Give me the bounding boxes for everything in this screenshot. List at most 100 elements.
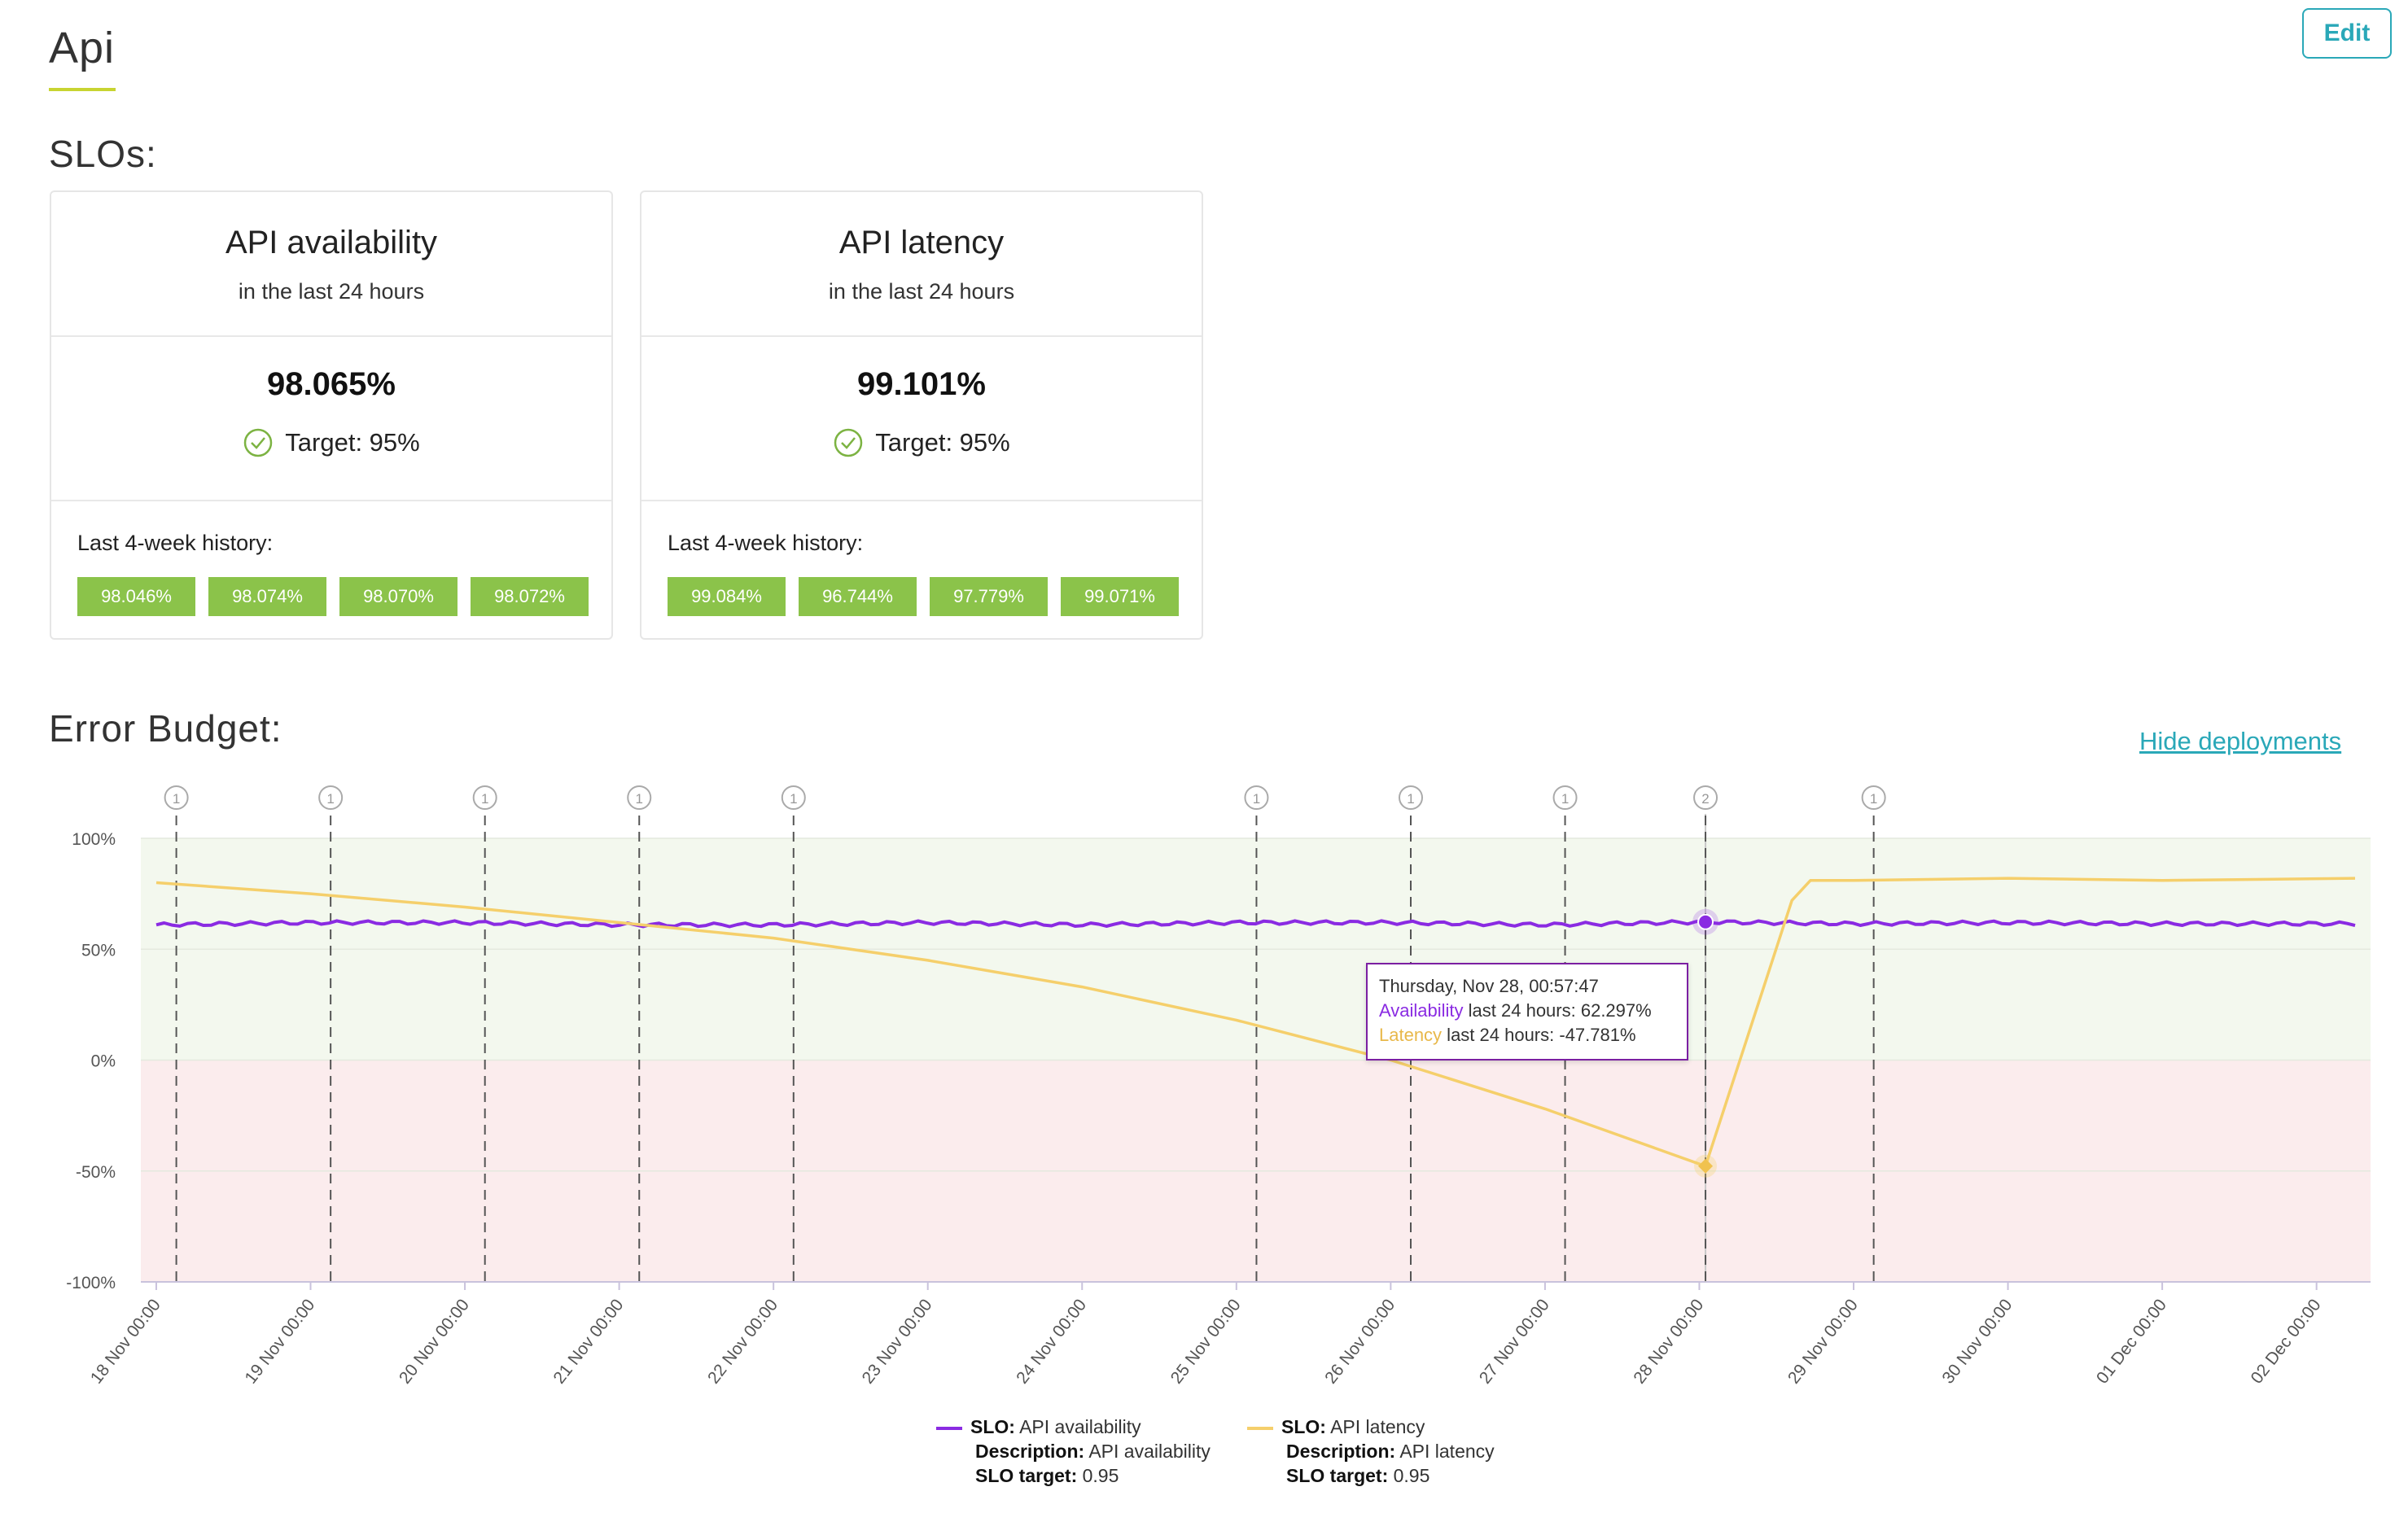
x-tick-label: 29 Nov 00:00 (1784, 1296, 1862, 1388)
legend-slo-name: API availability (1019, 1416, 1141, 1437)
error-budget-chart[interactable]: 100% 50% 0% -50% -100% 18 Nov 00:00 19 Nov 00:… (0, 781, 2408, 1400)
deployment-count: 1 (1870, 791, 1877, 807)
legend-slo-name: API latency (1330, 1416, 1425, 1437)
history-label: Last 4-week history: (668, 531, 864, 555)
legend-desc: API availability (1088, 1441, 1211, 1462)
legend-swatch (936, 1426, 962, 1430)
slo-target-text: Target: 95% (875, 428, 1010, 457)
legend-desc-label: Description: (975, 1441, 1085, 1462)
history-chip[interactable]: 99.071% (1061, 577, 1179, 616)
deployment-badge[interactable] (1861, 785, 1886, 810)
y-tick-label: 100% (72, 830, 116, 849)
slo-target-text: Target: 95% (285, 428, 420, 457)
tooltip-availability-value: last 24 hours: 62.297% (1463, 1000, 1652, 1021)
history-chips: 98.046% 98.074% 98.070% 98.072% (77, 577, 611, 616)
legend-target-label: SLO target: (975, 1465, 1078, 1486)
tooltip-availability-name: Availability (1379, 1000, 1464, 1021)
history-chip[interactable]: 98.074% (208, 577, 326, 616)
x-tick-label: 27 Nov 00:00 (1476, 1296, 1553, 1388)
deployment-count: 1 (1253, 791, 1260, 807)
history-chips: 99.084% 96.744% 97.779% 99.071% (668, 577, 1202, 616)
legend-slo-label: SLO: (970, 1416, 1015, 1437)
deployment-badge[interactable] (781, 785, 806, 810)
deployment-count: 1 (173, 791, 180, 807)
x-tick-label: 01 Dec 00:00 (2093, 1296, 2170, 1388)
history-chip[interactable]: 96.744% (799, 577, 917, 616)
deployment-badge[interactable] (164, 785, 189, 810)
chart-tooltip: Thursday, Nov 28, 00:57:47 Availability … (1366, 963, 1688, 1061)
deployment-badge[interactable] (1244, 785, 1269, 810)
deployment-badge[interactable] (318, 785, 344, 810)
deployment-count: 1 (326, 791, 334, 807)
slo-card-availability: API availability in the last 24 hours 98… (50, 190, 613, 640)
x-tick-label: 21 Nov 00:00 (550, 1296, 628, 1388)
history-chip[interactable]: 99.084% (668, 577, 786, 616)
y-tick-label: 0% (91, 1052, 116, 1071)
hide-deployments-link[interactable]: Hide deployments (2139, 727, 2342, 755)
x-tick-label: 20 Nov 00:00 (396, 1296, 473, 1388)
x-tick-label: 22 Nov 00:00 (704, 1296, 782, 1388)
x-tick-label: 28 Nov 00:00 (1630, 1296, 1707, 1388)
slo-value: 99.101% (857, 366, 986, 402)
legend-desc: API latency (1399, 1441, 1495, 1462)
history-chip[interactable]: 98.070% (339, 577, 458, 616)
slo-target: Target: 95% (51, 427, 611, 458)
deployment-count: 1 (636, 791, 643, 807)
legend-slo-label: SLO: (1281, 1416, 1326, 1437)
history-label: Last 4-week history: (77, 531, 274, 555)
legend-target: 0.95 (1393, 1465, 1430, 1486)
check-circle-icon (834, 428, 863, 457)
error-budget-title: Error Budget: (49, 707, 282, 750)
x-tick-label: 26 Nov 00:00 (1321, 1296, 1399, 1388)
deployment-badge[interactable] (627, 785, 652, 810)
tooltip-latency-name: Latency (1379, 1025, 1443, 1045)
edit-button[interactable]: Edit (2302, 8, 2392, 59)
slo-card-latency: API latency in the last 24 hours 99.101%… (640, 190, 1203, 640)
hover-point-availability[interactable] (1697, 913, 1714, 930)
legend-target: 0.95 (1082, 1465, 1119, 1486)
hover-point-latency[interactable] (1698, 1158, 1714, 1174)
deployment-badge[interactable] (472, 785, 497, 810)
x-tick-label: 25 Nov 00:00 (1167, 1296, 1245, 1388)
deployment-badge[interactable] (1398, 785, 1423, 810)
deployment-count: 1 (790, 791, 797, 807)
tooltip-latency: Latency last 24 hours: -47.781% (1379, 1023, 1675, 1047)
series-line (155, 918, 2356, 929)
x-tick-label: 19 Nov 00:00 (241, 1296, 318, 1388)
deployment-badge[interactable] (1552, 785, 1578, 810)
legend-item-latency[interactable]: SLO: API latency Description: API latenc… (1247, 1415, 1495, 1488)
legend-desc-label: Description: (1286, 1441, 1396, 1462)
x-tick-label: 30 Nov 00:00 (1938, 1296, 2016, 1388)
history-chip[interactable]: 98.046% (77, 577, 195, 616)
slo-subtitle: in the last 24 hours (238, 279, 425, 304)
y-tick-label: -100% (66, 1274, 116, 1292)
x-tick-label: 24 Nov 00:00 (1013, 1296, 1090, 1388)
slo-value: 98.065% (267, 366, 396, 402)
slo-title: API availability (225, 225, 438, 260)
history-chip[interactable]: 98.072% (471, 577, 589, 616)
x-tick-label: 18 Nov 00:00 (87, 1296, 164, 1388)
tooltip-date: Thursday, Nov 28, 00:57:47 (1379, 976, 1599, 996)
legend-target-label: SLO target: (1286, 1465, 1389, 1486)
slo-subtitle: in the last 24 hours (828, 279, 1015, 304)
check-circle-icon (244, 428, 273, 457)
slos-section-title: SLOs: (49, 133, 157, 175)
y-tick-label: -50% (76, 1163, 116, 1182)
deployment-count: 1 (481, 791, 488, 807)
deployment-count: 2 (1701, 791, 1709, 807)
tooltip-latency-value: last 24 hours: -47.781% (1442, 1025, 1636, 1045)
slo-target: Target: 95% (641, 427, 1202, 458)
x-tick-label: 23 Nov 00:00 (859, 1296, 936, 1388)
legend-item-availability[interactable]: SLO: API availability Description: API a… (936, 1415, 1211, 1488)
deployment-count: 1 (1407, 791, 1414, 807)
slo-title: API latency (838, 225, 1005, 260)
deployment-badge[interactable] (1693, 785, 1718, 810)
x-tick-label: 02 Dec 00:00 (2248, 1296, 2325, 1388)
history-chip[interactable]: 97.779% (930, 577, 1048, 616)
page-title: Api (49, 24, 116, 72)
title-underline (49, 88, 116, 91)
y-tick-label: 50% (81, 941, 116, 960)
deployment-count: 1 (1561, 791, 1569, 807)
tooltip-availability: Availability last 24 hours: 62.297% (1379, 999, 1675, 1023)
legend-swatch (1247, 1426, 1273, 1430)
